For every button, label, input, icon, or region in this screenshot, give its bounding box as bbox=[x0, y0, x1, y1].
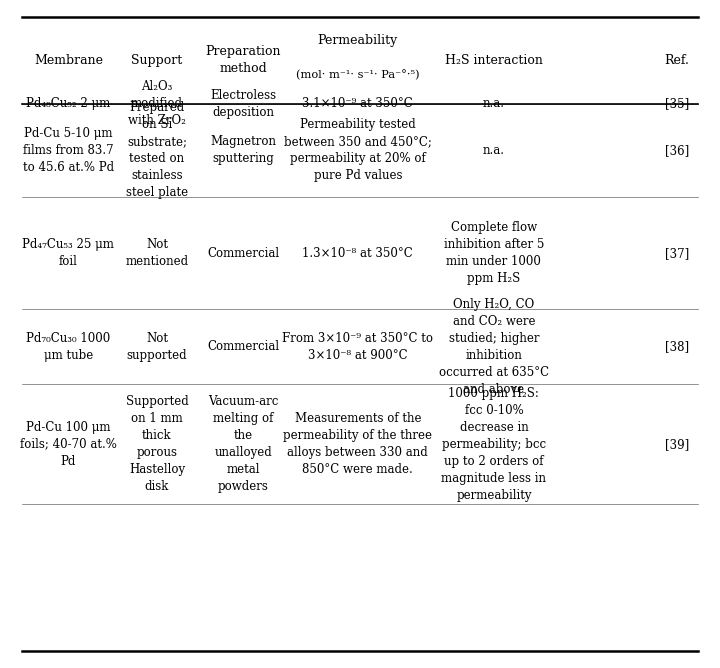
Text: Ref.: Ref. bbox=[665, 53, 689, 67]
Text: Al₂O₃
modified
with ZrO₂: Al₂O₃ modified with ZrO₂ bbox=[128, 80, 186, 127]
Text: 1.3×10⁻⁸ at 350°C: 1.3×10⁻⁸ at 350°C bbox=[302, 246, 413, 260]
Text: Only H₂O, CO
and CO₂ were
studied; higher
inhibition
occurred at 635°C
and above: Only H₂O, CO and CO₂ were studied; highe… bbox=[439, 298, 549, 395]
Text: Preparation
method: Preparation method bbox=[206, 45, 281, 75]
Text: Vacuum-arc
melting of
the
unalloyed
metal
powders: Vacuum-arc melting of the unalloyed meta… bbox=[208, 395, 279, 493]
Text: Measurements of the
permeability of the three
alloys between 330 and
850°C were : Measurements of the permeability of the … bbox=[284, 412, 432, 476]
Text: Supported
on 1 mm
thick
porous
Hastelloy
disk: Supported on 1 mm thick porous Hastelloy… bbox=[125, 395, 189, 493]
Text: n.a.: n.a. bbox=[483, 97, 505, 110]
Text: [39]: [39] bbox=[665, 438, 689, 451]
Text: Pd₇₀Cu₃₀ 1000
μm tube: Pd₇₀Cu₃₀ 1000 μm tube bbox=[26, 332, 111, 361]
Text: n.a.: n.a. bbox=[483, 144, 505, 157]
Text: Pd-Cu 100 μm
foils; 40-70 at.%
Pd: Pd-Cu 100 μm foils; 40-70 at.% Pd bbox=[20, 421, 117, 468]
Text: 1000 ppm H₂S:
fcc 0-10%
decrease in
permeability; bcc
up to 2 orders of
magnitud: 1000 ppm H₂S: fcc 0-10% decrease in perm… bbox=[441, 387, 546, 502]
Text: Permeability: Permeability bbox=[318, 33, 398, 47]
Text: [36]: [36] bbox=[665, 144, 689, 157]
Text: Support: Support bbox=[131, 53, 183, 67]
Text: Pd₄₇Cu₅₃ 25 μm
foil: Pd₄₇Cu₅₃ 25 μm foil bbox=[22, 238, 114, 268]
Text: Complete flow
inhibition after 5
min under 1000
ppm H₂S: Complete flow inhibition after 5 min und… bbox=[444, 221, 544, 285]
Text: [38]: [38] bbox=[665, 340, 689, 353]
Text: Pd-Cu 5-10 μm
films from 83.7
to 45.6 at.% Pd: Pd-Cu 5-10 μm films from 83.7 to 45.6 at… bbox=[23, 127, 114, 174]
Text: Magnetron
sputtering: Magnetron sputtering bbox=[210, 136, 276, 165]
Text: [35]: [35] bbox=[665, 97, 689, 110]
Text: (mol· m⁻¹· s⁻¹· Pa⁻°·⁵): (mol· m⁻¹· s⁻¹· Pa⁻°·⁵) bbox=[296, 69, 420, 80]
Text: H₂S interaction: H₂S interaction bbox=[445, 53, 543, 67]
Text: From 3×10⁻⁹ at 350°C to
3×10⁻⁸ at 900°C: From 3×10⁻⁹ at 350°C to 3×10⁻⁸ at 900°C bbox=[282, 332, 433, 361]
Text: Not
supported: Not supported bbox=[127, 332, 187, 361]
Text: Electroless
deposition: Electroless deposition bbox=[210, 89, 276, 118]
Text: Permeability tested
between 350 and 450°C;
permeability at 20% of
pure Pd values: Permeability tested between 350 and 450°… bbox=[284, 118, 432, 182]
Text: Commercial: Commercial bbox=[207, 246, 279, 260]
Text: Not
mentioned: Not mentioned bbox=[125, 238, 189, 268]
Text: [37]: [37] bbox=[665, 246, 689, 260]
Text: Pd₄₈Cu₅₂ 2 μm: Pd₄₈Cu₅₂ 2 μm bbox=[26, 97, 111, 110]
Text: Prepared
on Si
substrate;
tested on
stainless
steel plate: Prepared on Si substrate; tested on stai… bbox=[126, 102, 188, 199]
Text: 3.1×10⁻⁹ at 350°C: 3.1×10⁻⁹ at 350°C bbox=[302, 97, 413, 110]
Text: Commercial: Commercial bbox=[207, 340, 279, 353]
Text: Membrane: Membrane bbox=[34, 53, 103, 67]
